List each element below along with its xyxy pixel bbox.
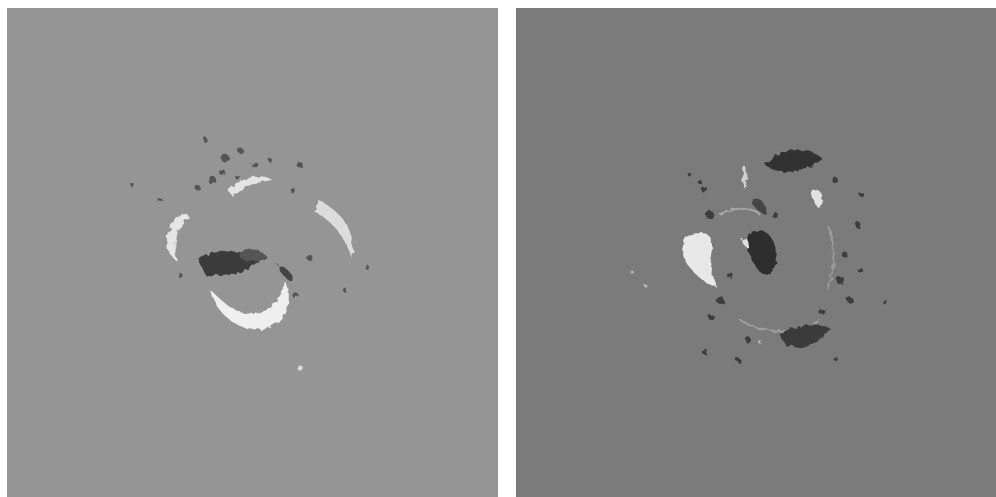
- left-features: [130, 137, 370, 371]
- right-features: [630, 149, 887, 362]
- right-panel: [516, 8, 996, 497]
- left-panel: [7, 8, 498, 497]
